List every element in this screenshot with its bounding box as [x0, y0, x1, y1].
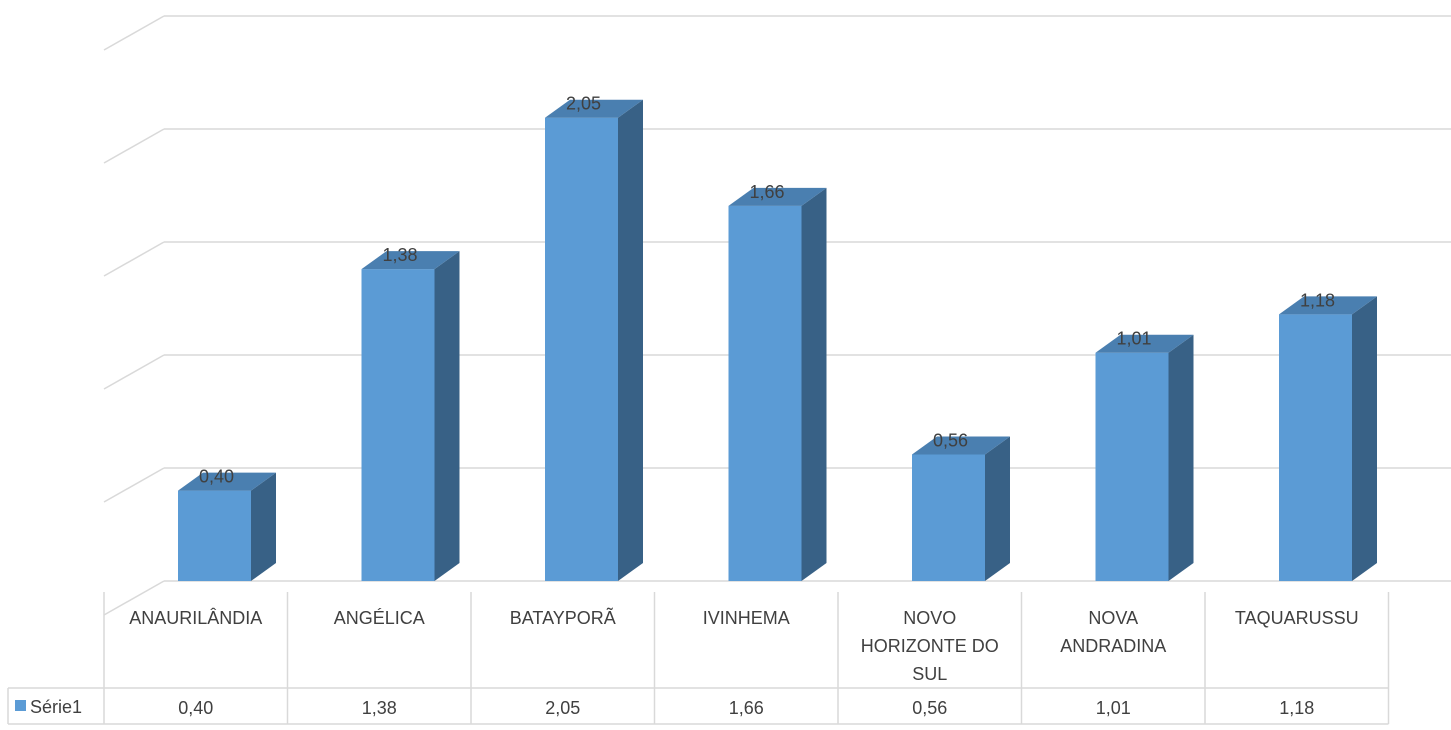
data-label: 0,56: [933, 430, 968, 450]
bar-front: [728, 205, 802, 581]
table-value: 2,05: [545, 698, 580, 718]
bar-front: [361, 269, 435, 581]
bar-front: [912, 454, 985, 581]
bar-side: [618, 99, 643, 581]
data-label: 1,66: [749, 182, 784, 202]
bar-front: [1279, 314, 1352, 581]
bar-side: [801, 187, 827, 581]
bar-side: [434, 251, 460, 581]
table-value: 0,40: [178, 698, 213, 718]
gridline-diagonal: [103, 580, 165, 616]
bar-front: [1095, 352, 1169, 581]
table-value: 1,66: [729, 698, 764, 718]
data-labels: 0,40 1,38 2,05 1,66 0,56 1,01 1,18: [199, 94, 1335, 487]
gridline-diagonal: [103, 128, 165, 164]
category-label: ANAURILÂNDIA: [129, 608, 262, 628]
bar-side: [1168, 334, 1194, 581]
category-label: NOVO HORIZONTE DO SUL: [861, 608, 999, 684]
bar-top: [1279, 296, 1377, 315]
bar-side: [985, 436, 1010, 581]
bar-4: [728, 187, 827, 581]
bar-top: [361, 251, 460, 270]
legend-series-name: Série1: [30, 697, 82, 717]
bar-top: [728, 187, 827, 206]
bar-front: [545, 117, 618, 581]
bar-1: [178, 472, 276, 581]
table-value: 1,38: [362, 698, 397, 718]
data-label: 1,01: [1116, 329, 1151, 349]
table-value: 1,01: [1096, 698, 1131, 718]
bar-side: [1352, 296, 1377, 581]
bar-top: [178, 472, 276, 491]
data-label: 1,38: [382, 245, 417, 265]
bar-top: [912, 436, 1010, 455]
data-label: 0,40: [199, 467, 234, 487]
table-value: 0,56: [912, 698, 947, 718]
legend-key: [15, 700, 26, 711]
bars: [178, 99, 1377, 581]
bar-top: [1095, 334, 1194, 353]
gridline-diagonal: [103, 15, 165, 51]
category-label: NOVA ANDRADINA: [1060, 608, 1166, 656]
data-table: ANAURILÂNDIA ANGÉLICA BATAYPORÃ IVINHEMA NOV…: [7, 592, 1390, 725]
gridline-diagonal: [103, 241, 165, 277]
bar-7: [1279, 296, 1377, 581]
category-label: TAQUARUSSU: [1235, 608, 1359, 628]
data-label: 1,18: [1300, 290, 1335, 310]
bar-6: [1095, 334, 1194, 581]
data-label: 2,05: [566, 94, 601, 114]
bar-front: [178, 490, 251, 581]
gridline-diagonal: [103, 467, 165, 503]
category-label: ANGÉLICA: [334, 608, 425, 628]
bar-2: [361, 251, 460, 581]
category-label: IVINHEMA: [703, 608, 790, 628]
bar-side: [251, 472, 276, 581]
category-label: BATAYPORÃ: [510, 607, 616, 628]
table-value: 1,18: [1279, 698, 1314, 718]
bar-3: [545, 99, 643, 581]
bar-5: [912, 436, 1010, 581]
bar-top: [545, 99, 643, 118]
gridline-diagonal: [103, 354, 165, 390]
